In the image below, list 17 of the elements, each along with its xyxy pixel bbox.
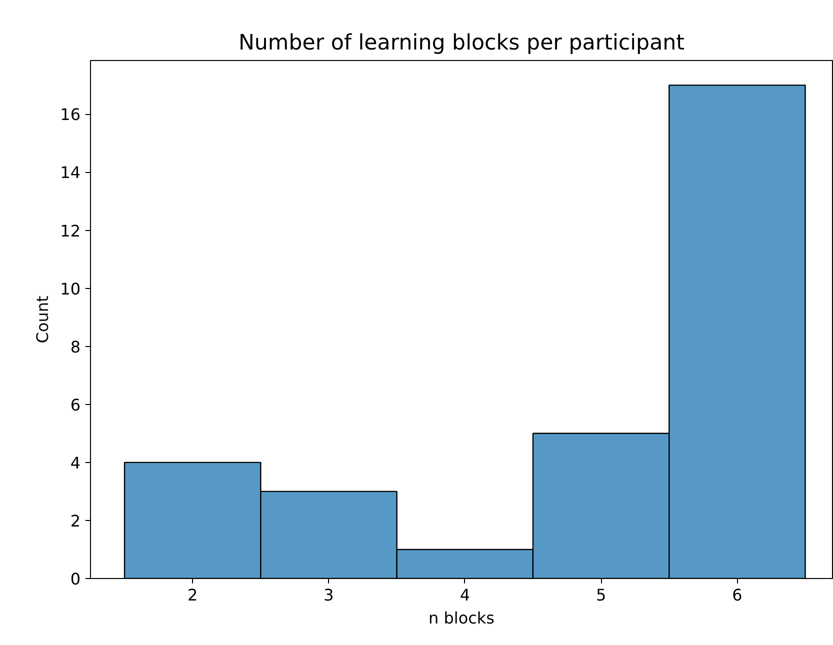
x-tick-label: 2	[188, 586, 198, 604]
y-axis-title: Count	[33, 296, 52, 344]
x-axis-title: n blocks	[428, 608, 495, 628]
y-tick-label: 0	[70, 570, 81, 588]
y-tick-label: 10	[60, 279, 80, 298]
x-tick-label: 4	[460, 586, 470, 604]
y-tick-label: 14	[60, 163, 80, 182]
x-tick-label: 5	[596, 586, 606, 604]
y-tick-label: 2	[70, 511, 81, 530]
x-tick-label: 3	[324, 586, 334, 604]
y-tick-label: 12	[60, 221, 80, 240]
chart-title: Number of learning blocks per participant	[238, 30, 685, 56]
y-tick-label: 8	[70, 337, 81, 356]
x-tick-label: 6	[732, 586, 742, 604]
y-tick-label: 4	[70, 453, 81, 472]
y-tick-label: 6	[70, 395, 81, 414]
y-tick-label: 16	[60, 105, 80, 124]
